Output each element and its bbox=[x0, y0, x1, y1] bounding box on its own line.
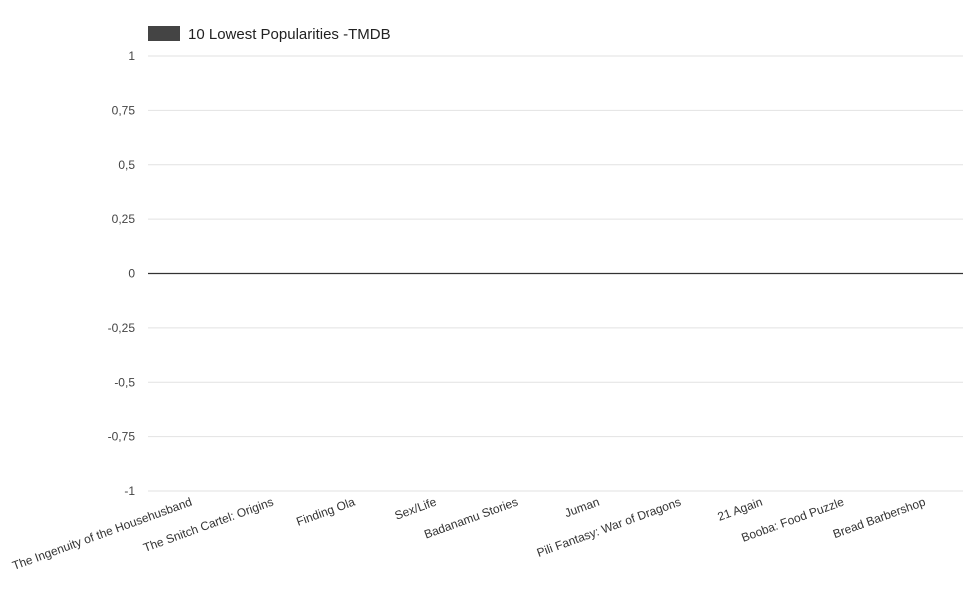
x-category-label: Juman bbox=[563, 495, 602, 520]
y-tick-label: -0,75 bbox=[108, 430, 136, 444]
y-tick-label: 0 bbox=[128, 267, 135, 281]
legend-label: 10 Lowest Popularities -TMDB bbox=[188, 26, 391, 43]
legend: 10 Lowest Popularities -TMDB bbox=[148, 26, 391, 43]
x-category-label: Pili Fantasy: War of Dragons bbox=[535, 495, 683, 560]
x-category-label: 21 Again bbox=[716, 495, 765, 524]
y-tick-label: 0,75 bbox=[112, 103, 136, 117]
legend-swatch bbox=[148, 26, 180, 41]
x-category-label: Bread Barbershop bbox=[831, 495, 928, 542]
y-tick-label: -1 bbox=[124, 484, 135, 498]
y-tick-label: 0,25 bbox=[112, 212, 136, 226]
y-axis-ticks: 1 0,75 0,5 0,25 0 -0,25 -0,5 -0,75 -1 bbox=[108, 49, 136, 498]
y-tick-label: 1 bbox=[128, 49, 135, 63]
x-category-label: Badanamu Stories bbox=[422, 495, 520, 542]
y-tick-label: -0,5 bbox=[114, 375, 135, 389]
y-tick-label: 0,5 bbox=[118, 158, 135, 172]
y-tick-label: -0,25 bbox=[108, 321, 136, 335]
x-category-label: Finding Ola bbox=[294, 495, 357, 529]
x-category-label: Sex/Life bbox=[393, 495, 439, 523]
gridlines bbox=[148, 55, 963, 492]
